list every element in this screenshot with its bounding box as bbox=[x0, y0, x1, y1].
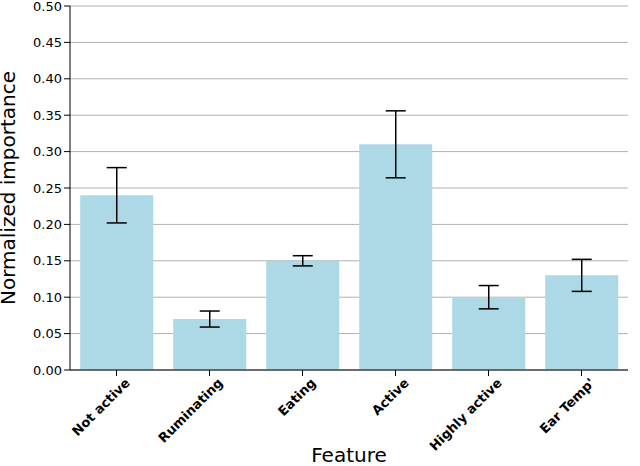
svg-text:0.00: 0.00 bbox=[33, 363, 62, 378]
svg-text:Highly active: Highly active bbox=[426, 375, 504, 453]
svg-text:0.35: 0.35 bbox=[33, 108, 62, 123]
svg-text:0.05: 0.05 bbox=[33, 326, 62, 341]
svg-text:0.15: 0.15 bbox=[33, 253, 62, 268]
svg-text:0.30: 0.30 bbox=[33, 144, 62, 159]
svg-text:Eating: Eating bbox=[275, 375, 319, 419]
svg-text:0.25: 0.25 bbox=[33, 181, 62, 196]
svg-text:0.20: 0.20 bbox=[33, 217, 62, 232]
svg-text:Not active: Not active bbox=[69, 375, 133, 439]
svg-text:Feature: Feature bbox=[311, 443, 387, 466]
svg-text:Ear Temp': Ear Temp' bbox=[537, 375, 598, 436]
svg-text:Active: Active bbox=[369, 375, 412, 418]
svg-text:0.40: 0.40 bbox=[33, 71, 62, 86]
svg-text:0.10: 0.10 bbox=[33, 290, 62, 305]
svg-text:0.50: 0.50 bbox=[33, 0, 62, 14]
svg-text:Ruminating: Ruminating bbox=[155, 375, 225, 445]
svg-text:0.45: 0.45 bbox=[33, 35, 62, 50]
svg-text:Normalized importance: Normalized importance bbox=[8, 71, 20, 305]
